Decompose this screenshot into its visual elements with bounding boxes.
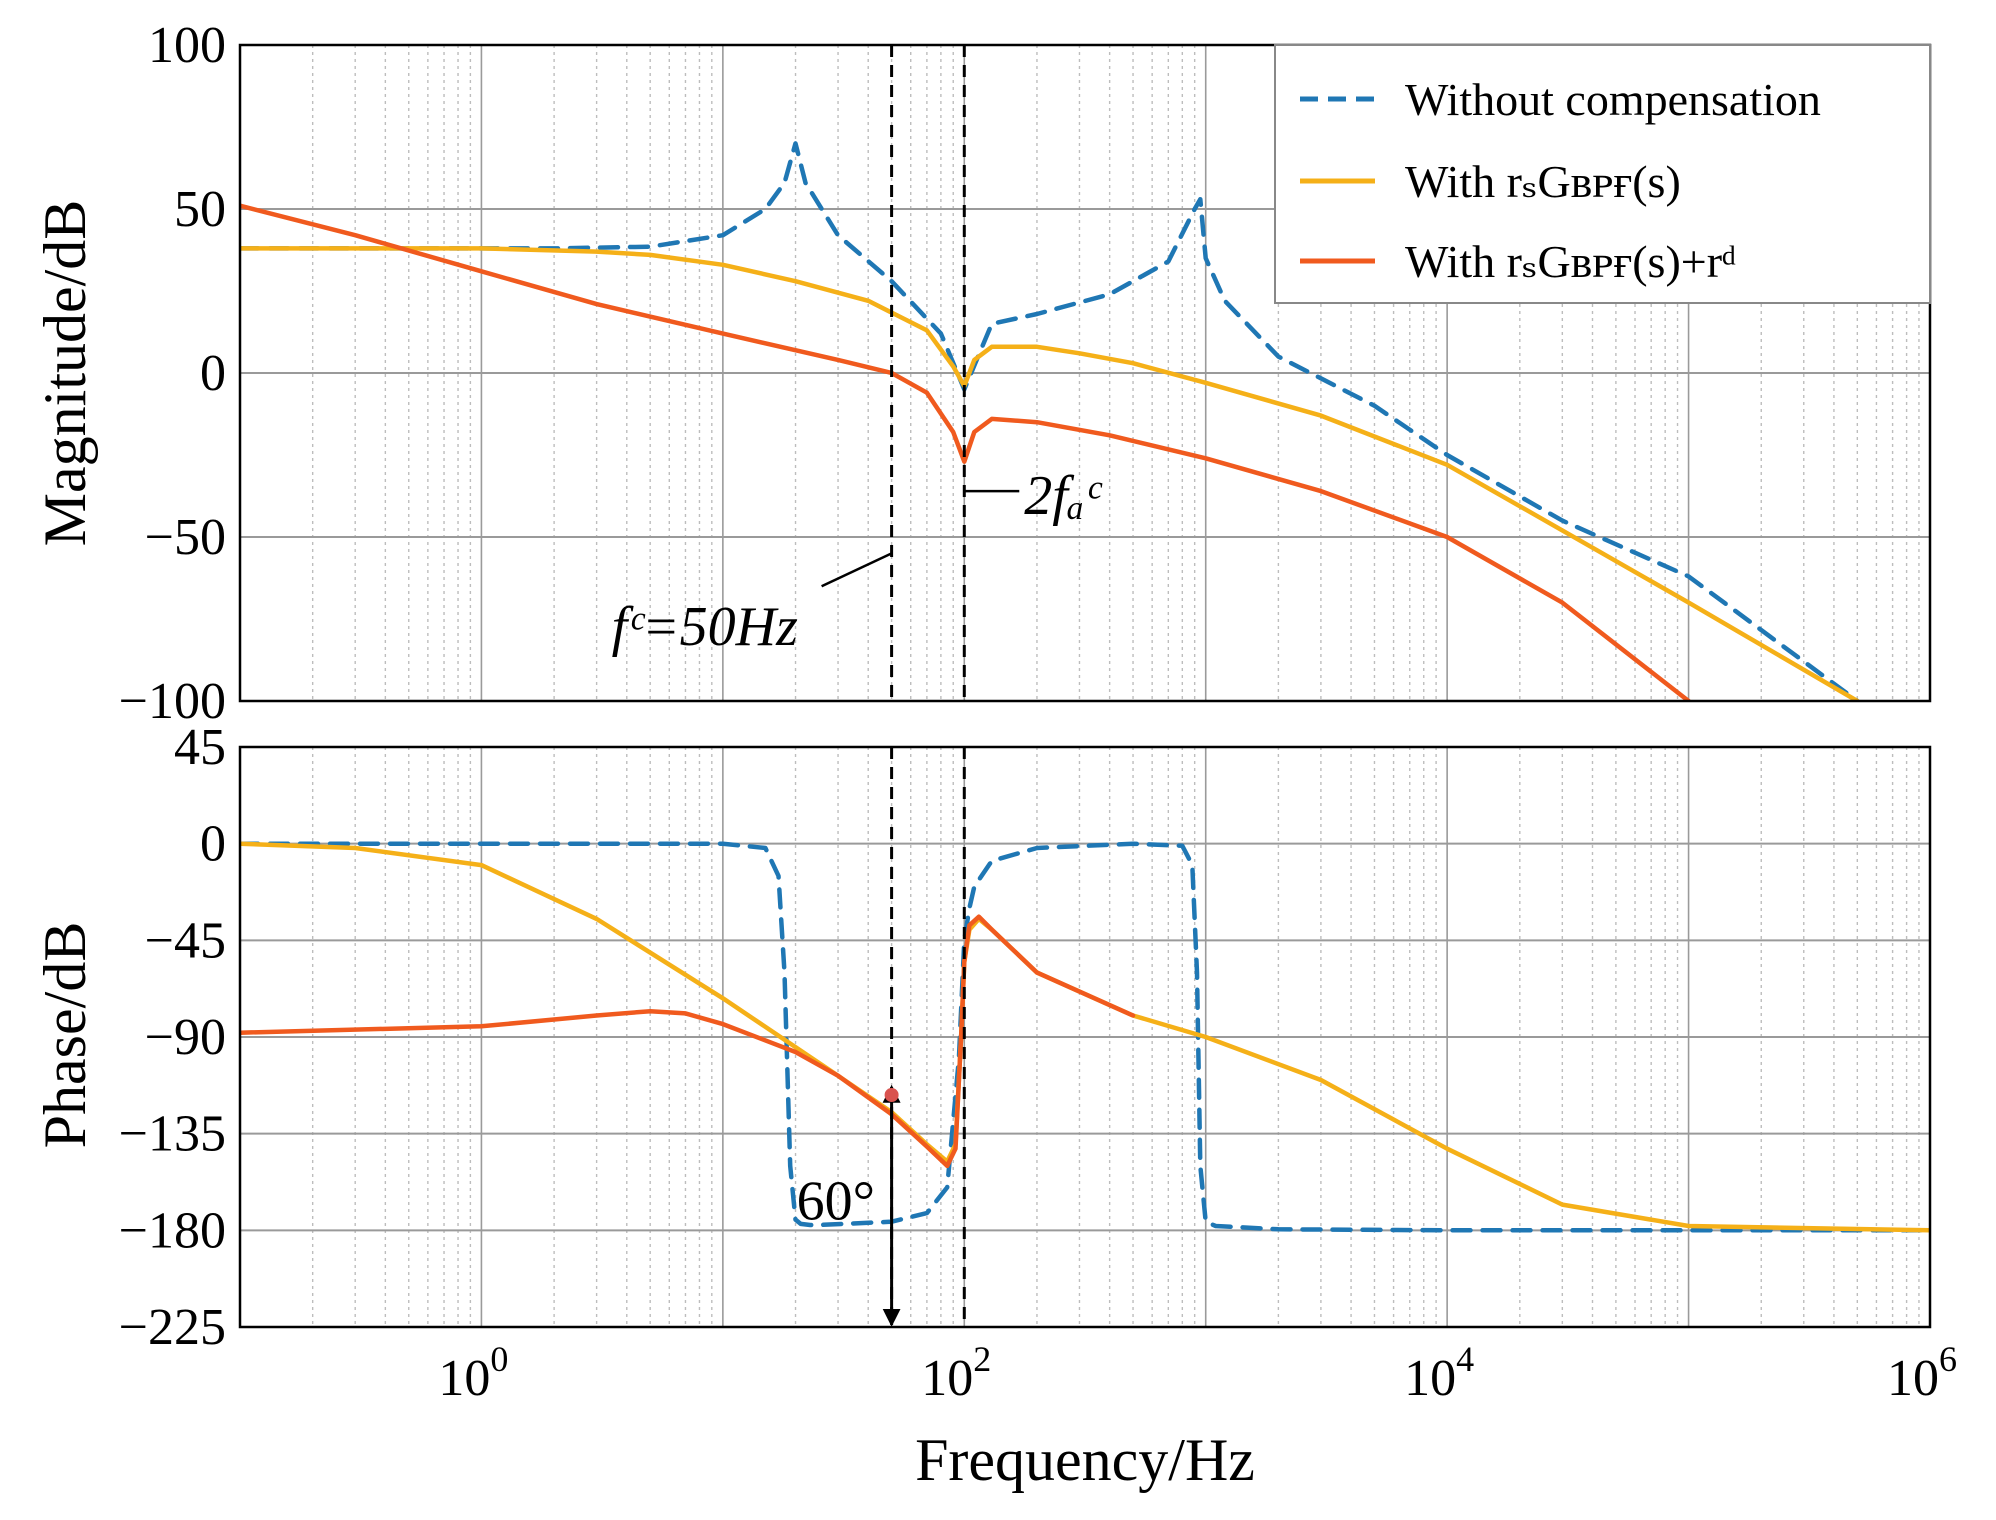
y-tick-label: −90: [145, 1009, 226, 1066]
annotations: fᶜ=50Hz 2fₐᶜ 60°: [612, 465, 1103, 1327]
x-tick-label: 104: [1404, 1339, 1474, 1407]
legend-label-with-bpf: With rₛGʙᴘғ(s): [1405, 156, 1681, 207]
x-ticks: 100 102 104 106: [438, 1339, 1957, 1407]
fac-annotation: 2fₐᶜ: [1024, 465, 1103, 527]
y-tick-label: −100: [119, 673, 226, 730]
x-axis-label: Frequency/Hz: [915, 1427, 1255, 1493]
phase-series: [240, 841, 1930, 1233]
fc-leader-line: [821, 552, 893, 588]
y-tick-label: 0: [200, 816, 226, 873]
y-tick-label: −180: [119, 1202, 226, 1259]
series-line-with_bpf: [240, 246, 1860, 701]
phase-panel: 45 0 −45 −90 −135 −180 −225 Phase/dB 100 102 104…: [32, 719, 1957, 1493]
series-line-with_bpf_rd: [240, 914, 1136, 1169]
legend: Without compensation With rₛGʙᴘғ(s) With…: [1274, 44, 1931, 304]
magnitude-y-axis-label: Magnitude/dB: [32, 200, 98, 547]
legend-box: [1274, 44, 1931, 304]
phase-y-ticks: 45 0 −45 −90 −135 −180 −225: [119, 719, 226, 1356]
legend-label-without: Without compensation: [1405, 74, 1821, 125]
phase-margin-label: 60°: [797, 1171, 875, 1233]
x-tick-label: 102: [921, 1339, 991, 1407]
series-line-without: [240, 841, 1930, 1233]
y-tick-label: 45: [174, 719, 226, 776]
y-tick-label: 100: [148, 17, 226, 74]
y-tick-label: −135: [119, 1106, 226, 1163]
x-tick-label: 106: [1887, 1339, 1957, 1407]
y-tick-label: −45: [145, 912, 226, 969]
y-tick-label: −225: [119, 1299, 226, 1356]
y-tick-label: 50: [174, 181, 226, 238]
x-tick-label: 100: [438, 1339, 508, 1407]
legend-label-with-bpf-rd: With rₛGʙᴘғ(s)+rᵈ: [1405, 236, 1736, 287]
phase-y-axis-label: Phase/dB: [32, 922, 98, 1149]
series-line-with_bpf_rd: [240, 203, 1691, 701]
magnitude-series: [240, 141, 1860, 701]
fc-annotation: fᶜ=50Hz: [612, 596, 799, 658]
magnitude-y-ticks: 100 50 0 −50 −100: [119, 17, 226, 730]
phase-axes-frame: [238, 745, 1932, 1329]
phase-margin-point: [884, 1088, 899, 1102]
magnitude-axes-frame: [238, 43, 1932, 703]
y-tick-label: 0: [200, 345, 226, 402]
y-tick-label: −50: [145, 509, 226, 566]
